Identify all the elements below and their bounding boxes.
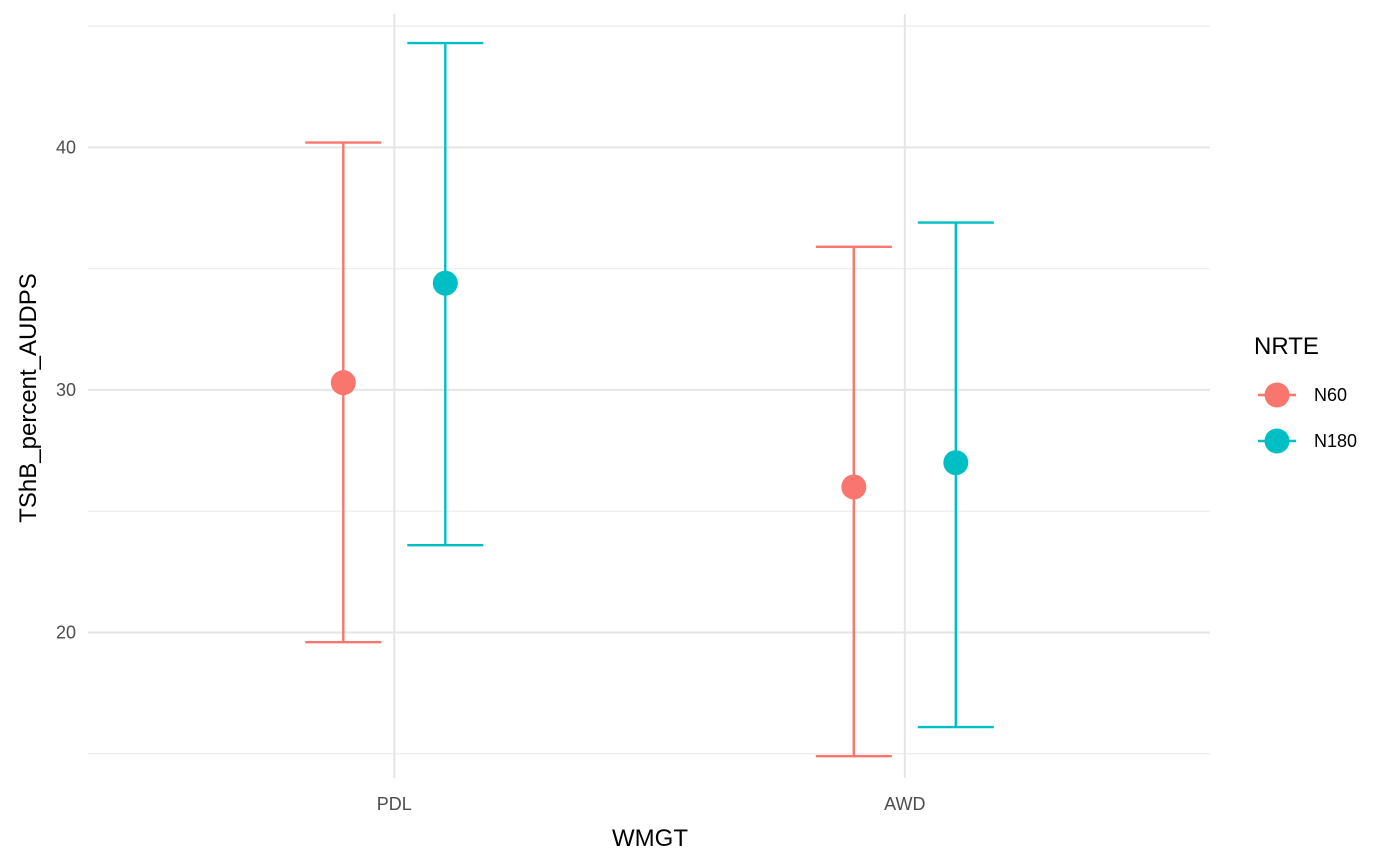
legend-key-dot bbox=[1264, 382, 1290, 408]
legend-label: N180 bbox=[1314, 431, 1357, 451]
legend: NRTE N60 N180 bbox=[1254, 333, 1357, 454]
point-N60-PDL bbox=[330, 370, 356, 396]
legend-key-dot bbox=[1264, 428, 1290, 454]
legend-item-N180: N180 bbox=[1258, 428, 1357, 454]
y-tick-label: 30 bbox=[56, 380, 76, 400]
x-tick-label: AWD bbox=[884, 794, 925, 814]
legend-label: N60 bbox=[1314, 385, 1347, 405]
x-tick-label: PDL bbox=[377, 794, 412, 814]
legend-item-N60: N60 bbox=[1258, 382, 1347, 408]
y-tick-label: 40 bbox=[56, 137, 76, 157]
y-tick-label: 20 bbox=[56, 622, 76, 642]
y-axis-title: TShB_percent_AUDPS bbox=[15, 273, 42, 522]
x-axis-title: WMGT bbox=[612, 825, 688, 852]
errorbar-N60-AWD bbox=[815, 245, 892, 758]
x-axis-ticks: PDL AWD bbox=[377, 794, 926, 814]
point-N180-AWD bbox=[943, 450, 969, 476]
plot-marks bbox=[305, 41, 994, 758]
point-N60-AWD bbox=[841, 474, 867, 500]
point-N180-PDL bbox=[432, 270, 458, 296]
y-axis-ticks: 20 30 40 bbox=[56, 137, 76, 642]
legend-title: NRTE bbox=[1254, 333, 1319, 360]
grid bbox=[88, 14, 1210, 778]
